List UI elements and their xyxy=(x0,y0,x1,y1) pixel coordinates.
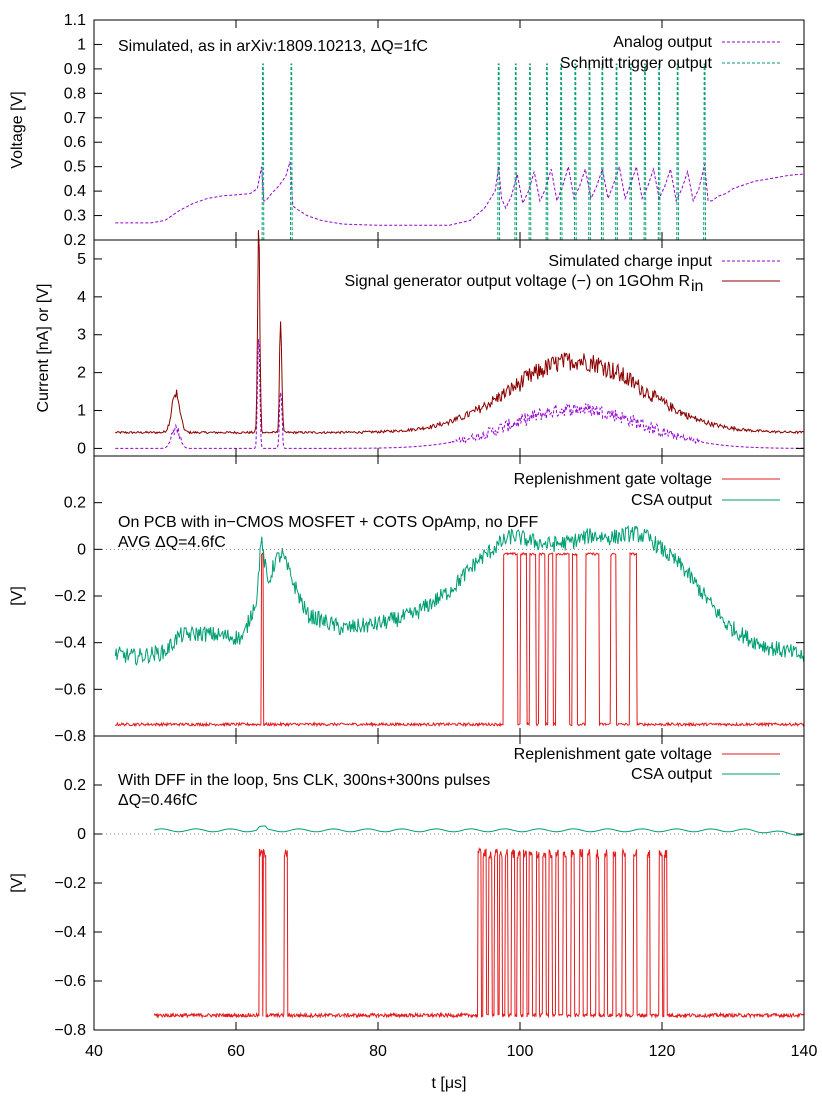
legend-label: Schmitt trigger output xyxy=(560,55,713,72)
legend-label: Replenishment gate voltage xyxy=(514,746,712,763)
x-tick-label: 40 xyxy=(85,1043,103,1060)
schmitt-pulse xyxy=(559,63,563,241)
schmitt-pulse xyxy=(290,63,293,241)
y-tick-label: 0.9 xyxy=(64,61,86,78)
y-tick-label: −0.8 xyxy=(54,1022,86,1039)
y-tick-label: 0.2 xyxy=(64,777,86,794)
schmitt-pulse xyxy=(545,63,549,241)
y-tick-label: 1.1 xyxy=(64,12,86,29)
y-tick-label: −0.2 xyxy=(54,588,86,605)
y-tick-label: −0.6 xyxy=(54,973,86,990)
legend-label: CSA output xyxy=(631,492,713,509)
legend-label: Replenishment gate voltage xyxy=(514,471,712,488)
x-tick-label: 120 xyxy=(649,1043,676,1060)
schmitt-pulse xyxy=(588,63,591,241)
series-csa-output xyxy=(114,524,805,666)
y-tick-label: 1 xyxy=(77,36,86,53)
y-axis-label: Current [nA] or [V] xyxy=(35,284,52,413)
schmitt-pulse xyxy=(657,63,661,241)
y-tick-label: 1 xyxy=(77,403,86,420)
annotation: AVG ΔQ=4.6fC xyxy=(118,534,226,551)
schmitt-pulse xyxy=(629,63,633,241)
x-tick-label: 60 xyxy=(227,1043,245,1060)
legend-label: Analog output xyxy=(613,34,712,51)
y-tick-label: 3 xyxy=(77,327,86,344)
y-tick-label: −0.2 xyxy=(54,875,86,892)
schmitt-pulse xyxy=(497,63,501,241)
x-tick-label: 80 xyxy=(369,1043,387,1060)
y-tick-label: −0.4 xyxy=(54,635,86,652)
schmitt-pulse xyxy=(601,63,604,241)
annotation: With DFF in the loop, 5ns CLK, 300ns+300… xyxy=(118,772,490,789)
y-tick-label: 2 xyxy=(77,365,86,382)
y-tick-label: −0.4 xyxy=(54,924,86,941)
y-tick-label: 0.3 xyxy=(64,208,86,225)
schmitt-pulse xyxy=(703,63,706,241)
y-tick-label: 0.2 xyxy=(64,495,86,512)
schmitt-pulse xyxy=(514,63,518,241)
y-tick-label: 0.4 xyxy=(64,183,86,200)
legend-subscript: in xyxy=(691,278,703,295)
x-tick-label: 100 xyxy=(507,1043,534,1060)
y-tick-label: 0.2 xyxy=(64,232,86,249)
x-tick-label: 140 xyxy=(791,1043,818,1060)
y-tick-label: 0.7 xyxy=(64,110,86,127)
schmitt-pulse xyxy=(615,63,618,241)
y-axis-label: [V] xyxy=(9,586,26,606)
y-tick-label: 0 xyxy=(77,541,86,558)
y-tick-label: 0.5 xyxy=(64,159,86,176)
y-axis-label: Voltage [V] xyxy=(9,91,26,168)
x-axis-label: t [μs] xyxy=(432,1075,467,1092)
legend-label: Simulated charge input xyxy=(548,253,712,270)
legend-label: CSA output xyxy=(631,766,713,783)
schmitt-pulse xyxy=(643,63,647,241)
series-analog-output xyxy=(115,161,805,226)
schmitt-pulse xyxy=(261,63,265,241)
y-tick-label: 0 xyxy=(77,826,86,843)
series-csa-output xyxy=(154,825,802,836)
schmitt-pulse xyxy=(574,63,577,241)
y-tick-label: 5 xyxy=(77,251,86,268)
y-axis-label: [V] xyxy=(9,873,26,893)
series-replenishment-gate xyxy=(114,551,805,728)
y-tick-label: 0 xyxy=(77,440,86,457)
annotation: On PCB with in−CMOS MOSFET + COTS OpAmp,… xyxy=(118,514,538,531)
annotation: Simulated, as in arXiv:1809.10213, ΔQ=1f… xyxy=(118,38,428,55)
y-tick-label: −0.8 xyxy=(54,728,86,745)
y-tick-label: 0.8 xyxy=(64,85,86,102)
series-simulated-charge xyxy=(115,339,804,449)
panel-frame xyxy=(93,735,805,1031)
y-tick-label: 0.6 xyxy=(64,134,86,151)
schmitt-pulse xyxy=(528,63,532,241)
annotation: ΔQ=0.46fC xyxy=(118,792,198,809)
series-replenishment-gate xyxy=(153,846,804,1019)
legend-label: Signal generator output voltage (−) on 1… xyxy=(344,273,690,290)
series-signal-generator xyxy=(114,230,804,435)
y-tick-label: 4 xyxy=(77,289,86,306)
schmitt-pulse xyxy=(676,63,679,241)
y-tick-label: −0.6 xyxy=(54,681,86,698)
